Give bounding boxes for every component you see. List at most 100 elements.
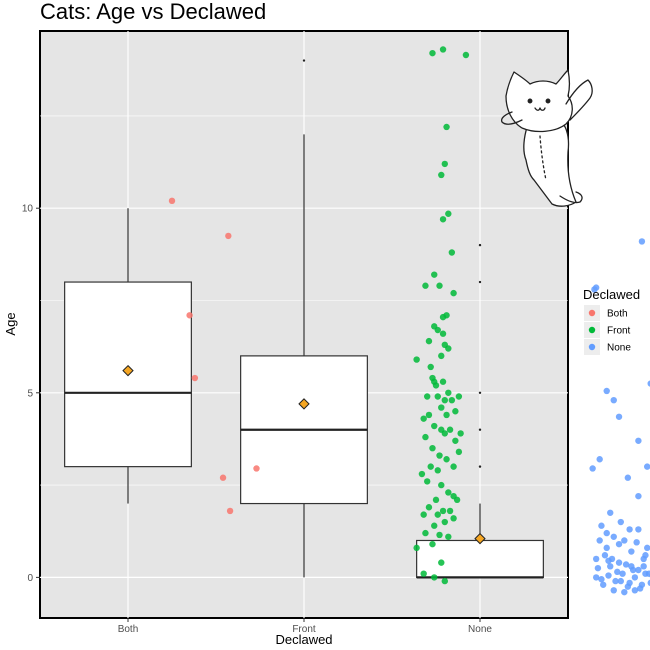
point-front <box>422 529 429 537</box>
point-none <box>635 526 642 533</box>
point-front <box>438 559 445 566</box>
point-front <box>438 404 445 411</box>
point-front <box>413 544 420 552</box>
point-front <box>439 378 447 385</box>
outlier-point <box>478 243 482 247</box>
legend-key-front <box>588 326 596 334</box>
point-front <box>457 430 464 437</box>
point-front <box>432 496 440 504</box>
x-axis-ticks: Both Front None <box>118 618 492 635</box>
point-front <box>455 448 463 456</box>
boxes <box>64 59 544 579</box>
point-front <box>434 511 441 518</box>
point-none <box>644 544 650 552</box>
point-none <box>629 566 637 574</box>
outlier-point <box>302 59 306 62</box>
point-none <box>640 563 647 570</box>
point-none <box>605 557 612 564</box>
point-none <box>598 576 605 583</box>
outlier-point <box>478 391 482 394</box>
point-both <box>186 312 193 319</box>
point-front <box>434 326 441 334</box>
point-none <box>596 537 603 544</box>
point-front <box>425 337 433 345</box>
point-none <box>603 529 610 537</box>
point-front <box>438 171 445 179</box>
y-tick-label: 5 <box>27 388 33 399</box>
point-front <box>443 456 450 463</box>
point-front <box>425 504 433 511</box>
point-front <box>434 467 441 474</box>
point-front <box>443 123 450 131</box>
point-front <box>452 408 459 415</box>
point-front <box>420 570 427 577</box>
point-front <box>438 352 445 360</box>
point-front <box>413 356 420 363</box>
point-front <box>425 411 433 419</box>
outlier-point <box>478 280 482 284</box>
point-front <box>450 289 457 297</box>
chart-title: Cats: Age vs Declawed <box>40 0 266 24</box>
point-front <box>462 51 470 59</box>
outlier-point <box>478 465 482 468</box>
point-front <box>438 481 445 489</box>
point-front <box>427 463 434 470</box>
point-none <box>603 387 610 395</box>
point-front <box>418 470 426 478</box>
point-none <box>631 574 639 581</box>
point-front <box>431 271 438 278</box>
point-front <box>422 282 429 289</box>
y-axis-label: Age <box>3 312 18 335</box>
point-none <box>644 463 650 470</box>
point-none <box>619 570 626 577</box>
point-front <box>446 507 454 515</box>
point-none <box>612 577 619 585</box>
point-front <box>450 515 457 522</box>
legend-key-both <box>588 309 596 317</box>
point-front <box>455 393 463 400</box>
point-front <box>441 518 448 526</box>
y-tick-label: 0 <box>27 573 33 584</box>
point-front <box>441 577 448 585</box>
point-none <box>592 284 600 291</box>
x-tick-label: None <box>468 624 492 635</box>
point-front <box>436 452 443 459</box>
legend-key-none <box>588 343 596 351</box>
point-front <box>434 393 441 400</box>
y-axis-ticks: 0 5 10 <box>22 204 40 584</box>
point-none <box>621 588 628 596</box>
point-none <box>592 555 600 563</box>
point-none <box>603 544 610 552</box>
point-front <box>445 533 452 540</box>
x-tick-label: Front <box>292 624 316 635</box>
point-front <box>431 574 438 581</box>
point-both <box>191 374 199 382</box>
point-none <box>617 518 624 526</box>
outlier-point <box>478 428 482 431</box>
point-front <box>445 389 452 396</box>
legend-label: Both <box>607 309 628 320</box>
point-front <box>432 382 440 389</box>
point-none <box>626 526 633 533</box>
legend-label: None <box>607 343 631 354</box>
mean-markers <box>122 364 486 545</box>
point-front <box>445 489 452 496</box>
point-none <box>594 564 602 572</box>
point-none <box>589 465 596 472</box>
point-none <box>635 492 642 500</box>
point-front <box>436 282 443 289</box>
point-front <box>439 507 447 515</box>
point-front <box>439 313 447 321</box>
point-front <box>452 437 459 444</box>
point-front <box>446 426 454 433</box>
point-none <box>610 533 617 540</box>
point-front <box>445 210 452 217</box>
legend-label: Front <box>607 326 631 337</box>
x-tick-label: Both <box>118 624 139 635</box>
point-none <box>633 539 640 546</box>
point-both <box>168 197 176 205</box>
point-front <box>427 363 434 371</box>
point-front <box>420 415 427 422</box>
point-none <box>601 552 609 559</box>
point-front <box>441 396 448 404</box>
